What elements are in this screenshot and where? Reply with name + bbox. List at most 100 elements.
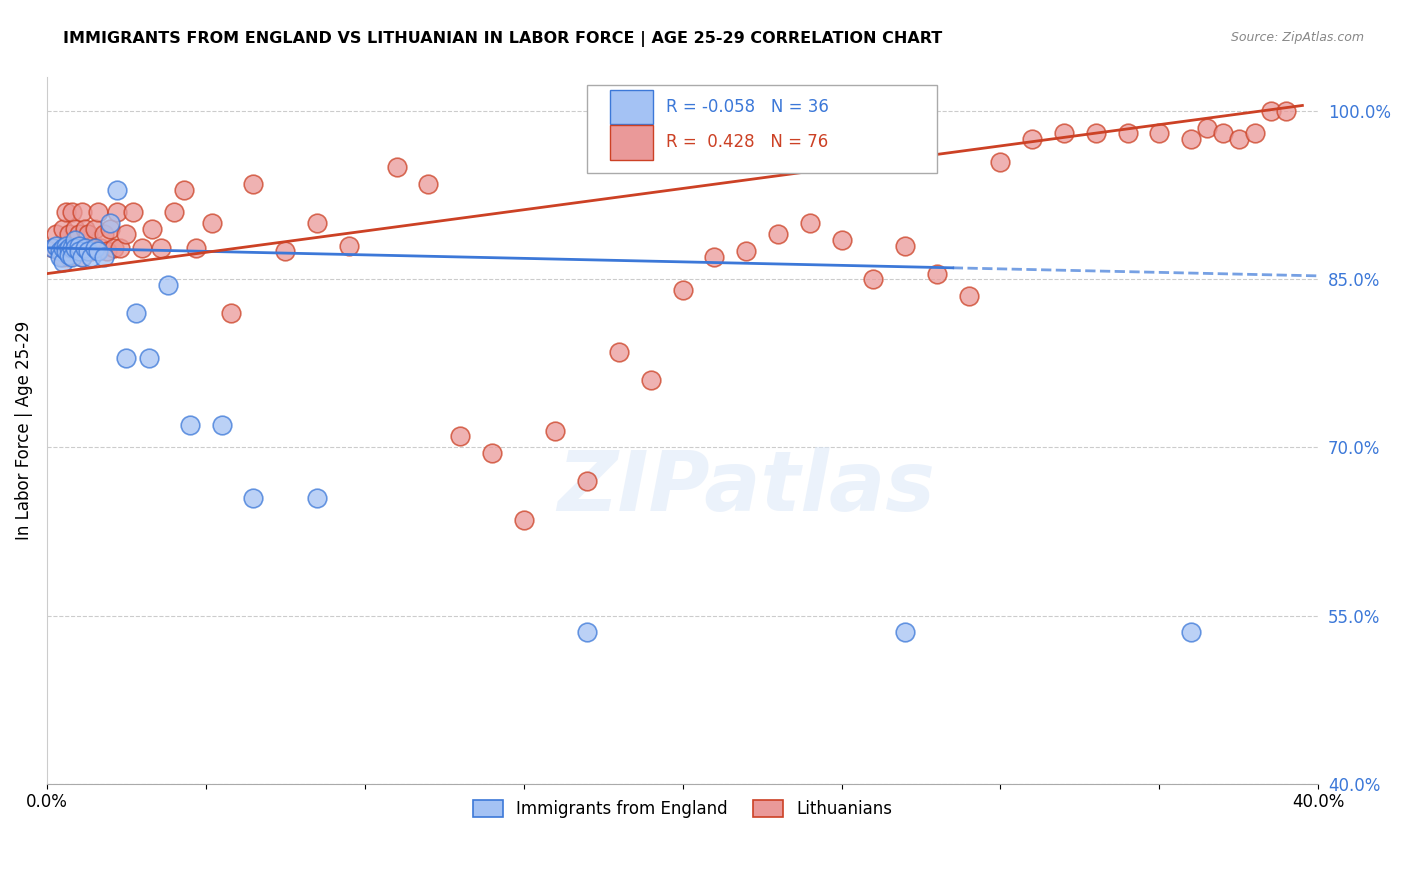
Point bbox=[67, 227, 90, 242]
Point bbox=[48, 250, 70, 264]
Text: Source: ZipAtlas.com: Source: ZipAtlas.com bbox=[1230, 31, 1364, 45]
Point bbox=[163, 205, 186, 219]
Point bbox=[925, 267, 948, 281]
Point bbox=[93, 250, 115, 264]
Point bbox=[385, 160, 408, 174]
Point bbox=[58, 241, 80, 255]
Point bbox=[131, 241, 153, 255]
Text: ZIPatlas: ZIPatlas bbox=[557, 447, 935, 527]
Point bbox=[58, 227, 80, 242]
Point bbox=[65, 241, 87, 255]
Point bbox=[1212, 127, 1234, 141]
Point bbox=[67, 241, 90, 255]
Point bbox=[100, 221, 122, 235]
Point bbox=[1053, 127, 1076, 141]
Point bbox=[449, 429, 471, 443]
Point bbox=[45, 238, 67, 252]
Point bbox=[73, 241, 96, 255]
FancyBboxPatch shape bbox=[610, 90, 654, 124]
Text: R = -0.058   N = 36: R = -0.058 N = 36 bbox=[666, 98, 830, 116]
Point bbox=[156, 277, 179, 292]
Point bbox=[219, 306, 242, 320]
Point bbox=[138, 351, 160, 365]
Point bbox=[73, 221, 96, 235]
Point bbox=[607, 345, 630, 359]
Point bbox=[103, 241, 125, 255]
Point bbox=[45, 227, 67, 242]
Point bbox=[52, 250, 75, 264]
FancyBboxPatch shape bbox=[588, 85, 936, 173]
Point bbox=[1116, 127, 1139, 141]
Point bbox=[307, 491, 329, 505]
Point bbox=[58, 247, 80, 261]
Point bbox=[58, 250, 80, 264]
Point bbox=[990, 154, 1012, 169]
Point bbox=[67, 238, 90, 252]
Point bbox=[1243, 127, 1265, 141]
Point bbox=[1084, 127, 1107, 141]
Point bbox=[42, 241, 65, 255]
Point bbox=[1180, 132, 1202, 146]
Point bbox=[77, 227, 100, 242]
Point bbox=[766, 227, 789, 242]
Point bbox=[337, 238, 360, 252]
Point bbox=[52, 241, 75, 255]
Text: IMMIGRANTS FROM ENGLAND VS LITHUANIAN IN LABOR FORCE | AGE 25-29 CORRELATION CHA: IMMIGRANTS FROM ENGLAND VS LITHUANIAN IN… bbox=[63, 31, 942, 47]
Point bbox=[544, 424, 567, 438]
Point bbox=[42, 241, 65, 255]
Point bbox=[1021, 132, 1043, 146]
FancyBboxPatch shape bbox=[610, 126, 654, 160]
Point bbox=[141, 221, 163, 235]
Point bbox=[735, 244, 758, 259]
Point bbox=[481, 446, 503, 460]
Point bbox=[121, 205, 143, 219]
Point bbox=[173, 183, 195, 197]
Point bbox=[115, 227, 138, 242]
Y-axis label: In Labor Force | Age 25-29: In Labor Force | Age 25-29 bbox=[15, 321, 32, 541]
Point bbox=[179, 417, 201, 432]
Point bbox=[115, 351, 138, 365]
Point bbox=[1275, 104, 1298, 119]
Point bbox=[96, 244, 118, 259]
Point bbox=[862, 272, 884, 286]
Point bbox=[65, 233, 87, 247]
Point bbox=[211, 417, 233, 432]
Point bbox=[60, 250, 83, 264]
Point bbox=[52, 221, 75, 235]
Point bbox=[307, 216, 329, 230]
Point bbox=[60, 241, 83, 255]
Point bbox=[703, 250, 725, 264]
Point bbox=[201, 216, 224, 230]
Point bbox=[186, 241, 208, 255]
Point bbox=[80, 244, 103, 259]
Point bbox=[105, 183, 128, 197]
Legend: Immigrants from England, Lithuanians: Immigrants from England, Lithuanians bbox=[467, 793, 898, 825]
Point bbox=[83, 221, 105, 235]
Point bbox=[150, 241, 173, 255]
Point bbox=[83, 241, 105, 255]
Point bbox=[576, 625, 599, 640]
Point bbox=[55, 238, 77, 252]
Point bbox=[640, 373, 662, 387]
Point bbox=[70, 250, 93, 264]
Point bbox=[60, 205, 83, 219]
Point bbox=[83, 241, 105, 255]
Point bbox=[125, 306, 148, 320]
Point bbox=[65, 241, 87, 255]
Point bbox=[70, 250, 93, 264]
Point bbox=[894, 625, 917, 640]
Point bbox=[671, 284, 693, 298]
Point bbox=[1227, 132, 1250, 146]
Point bbox=[100, 216, 122, 230]
Point bbox=[60, 244, 83, 259]
Point bbox=[1195, 120, 1218, 135]
Point bbox=[957, 289, 980, 303]
Point bbox=[93, 227, 115, 242]
Point bbox=[894, 238, 917, 252]
Point bbox=[799, 216, 821, 230]
Point bbox=[274, 244, 297, 259]
Point bbox=[108, 241, 131, 255]
Point bbox=[70, 205, 93, 219]
Point bbox=[105, 205, 128, 219]
Point bbox=[512, 513, 534, 527]
